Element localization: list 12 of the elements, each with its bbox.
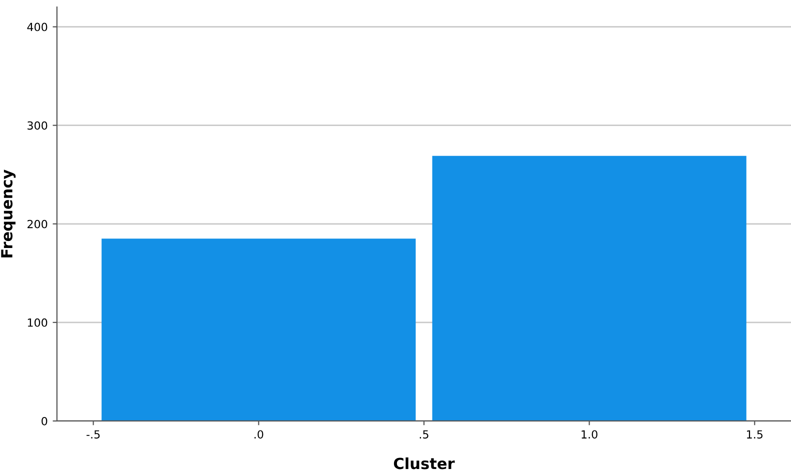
- x-tick-label: 1.5: [747, 430, 762, 439]
- x-tick-label: .5: [420, 430, 428, 439]
- y-tick-label: 300: [28, 121, 48, 130]
- y-tick-label: 200: [28, 220, 48, 228]
- y-tick-label: 400: [27, 22, 48, 32]
- y-tick-label: 100: [28, 318, 48, 327]
- x-tick-label: .0: [254, 430, 264, 439]
- x-tick-label: 1.0: [582, 430, 598, 439]
- x-tick-label: -.5: [86, 430, 100, 439]
- y-axis-title: Frequency: [1, 170, 16, 258]
- x-axis-title: Cluster: [394, 457, 455, 470]
- y-tick-label: 0: [42, 416, 48, 426]
